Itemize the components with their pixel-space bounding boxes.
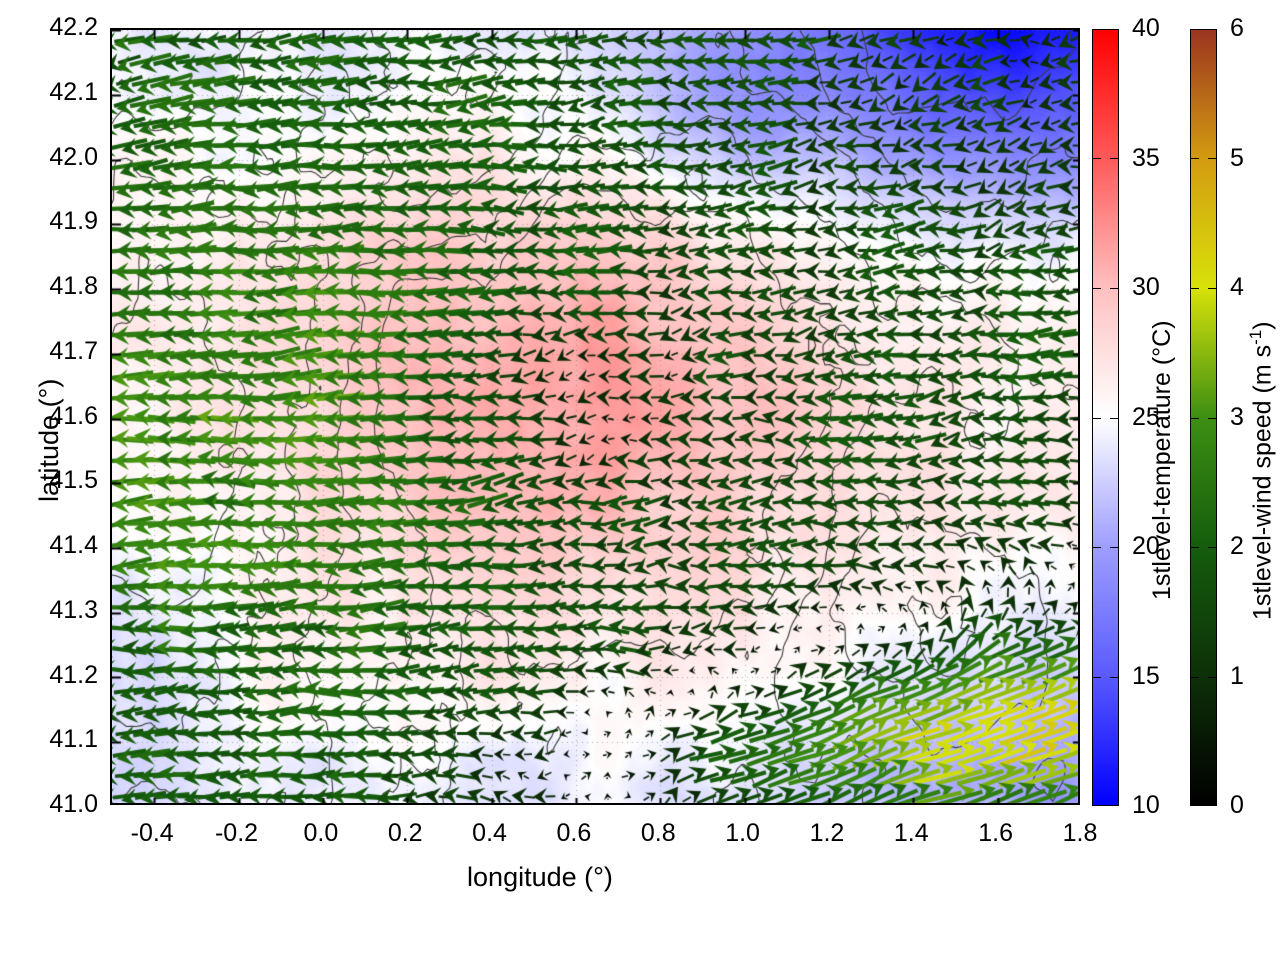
colorbar-tick-mark [1092,158,1101,159]
colorbar-tick-mark [1190,158,1199,159]
y-tick-label: 41.2 [49,660,98,689]
x-tick-label: 0.2 [387,819,423,847]
x-tick-label: 1.6 [978,819,1014,847]
colorbar-tick-label: 4 [1230,273,1244,301]
colorbar-tick-mark [1110,158,1119,159]
y-tick-label: 42.0 [49,142,98,171]
y-tick-label: 41.0 [49,790,98,818]
y-tick-label: 41.8 [49,272,98,300]
x-tick-label: 1.2 [809,819,845,847]
colorbar-tick-label: 3 [1230,402,1244,431]
y-tick-label: 41.3 [49,595,98,624]
y-tick-label: 41.5 [49,466,98,495]
colorbar-tick-label: 25 [1132,402,1160,431]
x-tick-label: 1.8 [1062,819,1098,847]
colorbar-tick-mark [1092,288,1101,289]
y-tick-label: 41.6 [49,401,98,430]
x-tick-label: 0.0 [303,819,339,847]
x-tick-label: 0.8 [640,819,676,847]
colorbar-title-main: 1stlevel-wind speed (m s [1248,344,1277,620]
axis-ticks-canvas [112,30,1078,803]
colorbar-tick-mark [1092,547,1101,548]
colorbar-tick-label: 40 [1132,14,1160,42]
x-tick-label: 0.4 [472,819,507,847]
colorbar-tick-label: 10 [1132,791,1160,819]
colorbar-tick-mark [1208,547,1217,548]
y-tick-label: 42.2 [49,13,98,41]
colorbar-tick-label: 1 [1230,661,1244,690]
colorbar-tick-label: 35 [1132,143,1160,172]
colorbar-tick-mark [1208,158,1217,159]
colorbar-tick-mark [1208,677,1217,678]
colorbar-tick-label: 0 [1230,791,1244,819]
x-axis-title: longitude (°) [467,862,613,892]
plot-area [110,28,1080,805]
y-tick-label: 41.9 [49,207,98,236]
colorbar-tick-label: 15 [1132,661,1160,690]
x-tick-label: 0.6 [556,819,592,847]
y-tick-label: 42.1 [49,77,98,106]
colorbar-tick-mark [1190,547,1199,548]
colorbar-tick-label: 5 [1230,143,1244,172]
colorbar-tick-mark [1110,288,1119,289]
colorbar-title: 1stlevel-temperature (°C) [1148,320,1176,600]
colorbar-wind-speed-title: 1stlevel-wind speed (m s-1) [1246,321,1277,620]
colorbar-tick-mark [1110,677,1119,678]
colorbar-tick-mark [1190,288,1199,289]
colorbar-tick-mark [1190,677,1199,678]
colorbar-title-close: ) [1248,321,1277,330]
colorbar-tick-mark [1110,418,1119,419]
colorbar-tick-mark [1110,547,1119,548]
colorbar-tick-mark [1190,418,1199,419]
colorbar-tick-mark [1092,418,1101,419]
y-tick-label: 41.7 [49,336,98,365]
x-tick-label: -0.4 [130,819,174,847]
x-tick-label: 1.4 [893,819,929,847]
colorbar-tick-label: 30 [1132,273,1160,301]
colorbar-tick-label: 20 [1132,532,1160,560]
x-tick-label: -0.2 [214,819,259,847]
colorbar-title-exponent: -1 [1246,329,1265,345]
y-tick-label: 41.4 [49,531,98,559]
y-tick-label: 41.1 [49,725,98,754]
x-tick-label: 1.0 [725,819,760,847]
colorbar-tick-mark [1208,418,1217,419]
y-axis-title: latitude (°) [34,378,64,502]
colorbar-tick-mark [1208,288,1217,289]
colorbar-tick-label: 2 [1230,532,1244,560]
colorbar-tick-mark [1092,677,1101,678]
colorbar-tick-label: 6 [1230,14,1244,42]
